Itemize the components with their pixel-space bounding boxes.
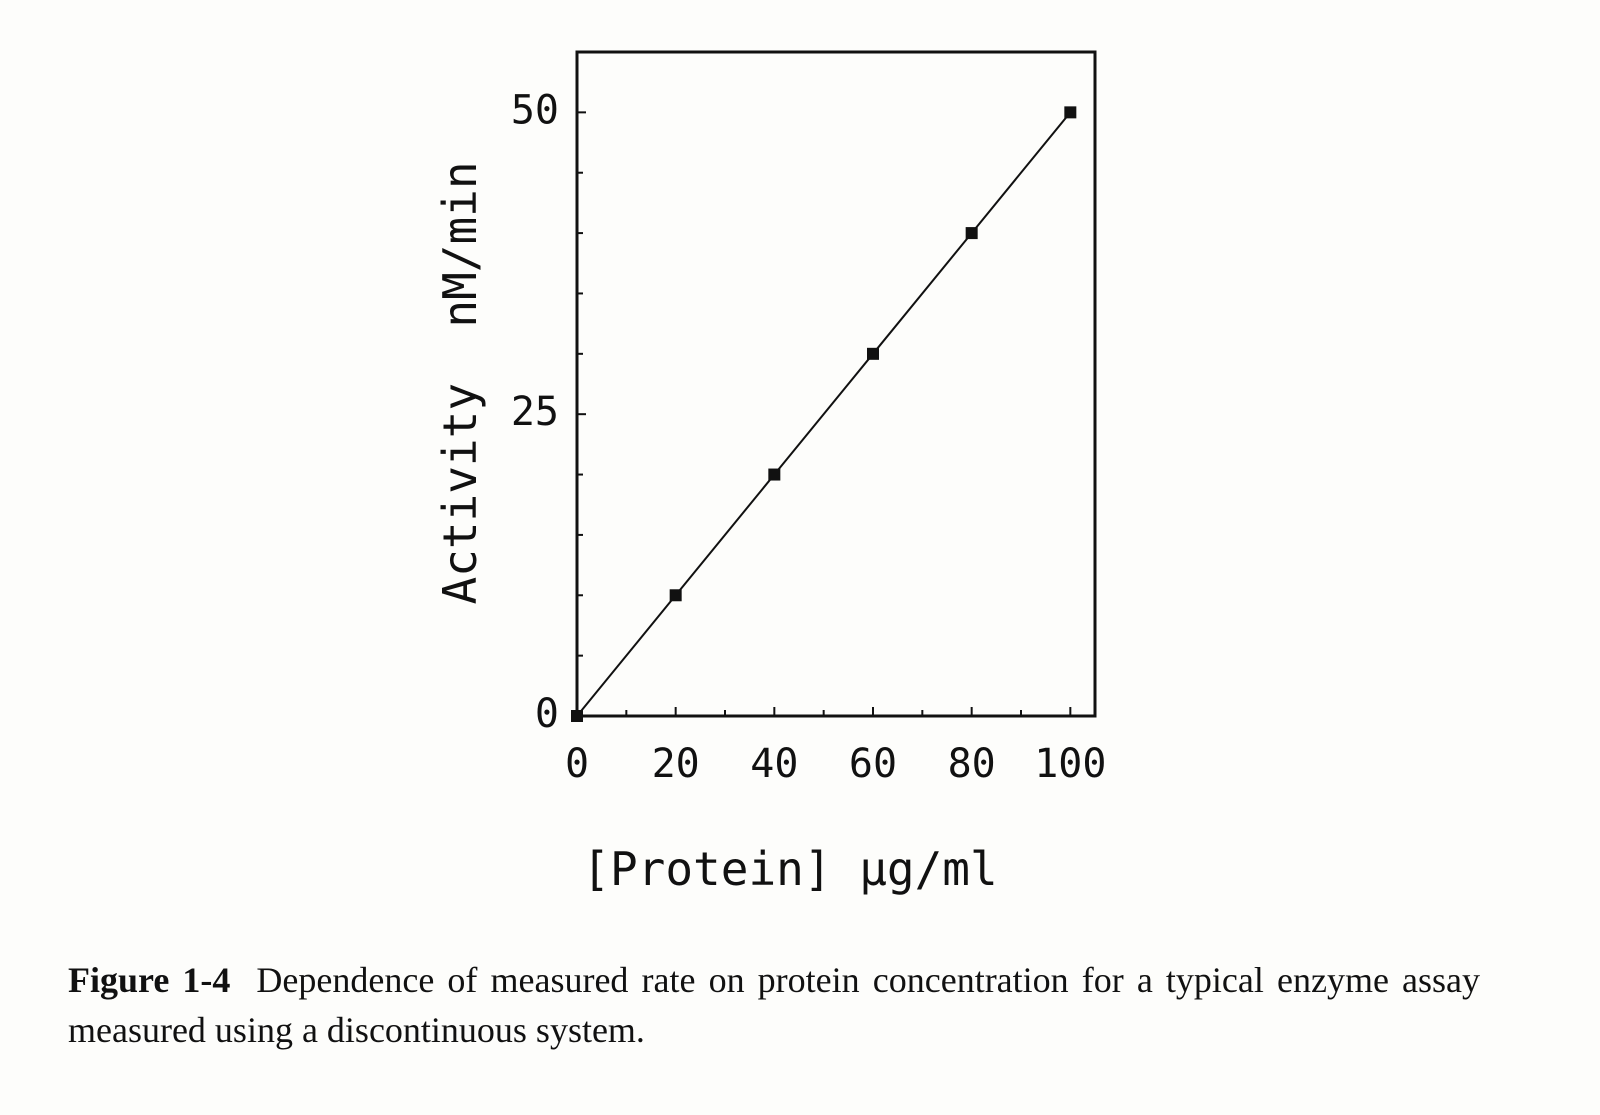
caption-text: Dependence of measured rate on protein c… [68,960,1480,1050]
chart: [Protein] μg/ml Activity nM/min 0 25 50 0 20… [433,50,1106,896]
y-tick-label: 0 [535,691,559,737]
x-tick-label: 20 [652,741,700,787]
y-tick-label: 50 [511,87,559,133]
x-tick-label: 100 [1034,741,1106,787]
x-tick-label: 60 [849,741,897,787]
series-line [576,111,1072,717]
x-tick-label: 0 [565,741,589,787]
x-tick-label: 40 [750,741,798,787]
point [768,468,781,481]
point [867,347,879,360]
y-axis-title: Activity nM/min [433,161,487,604]
x-tick-label: 80 [948,741,996,787]
point [1064,106,1077,119]
caption: Figure 1-4 Dependence of measured rate on… [68,955,1480,1055]
point [965,227,978,240]
caption-label: Figure 1-4 [68,960,231,1000]
plot-frame [575,50,1097,718]
y-tick-label: 25 [511,389,559,435]
point [669,589,682,602]
point [571,710,583,722]
x-axis-title: [Protein] μg/ml [582,842,997,896]
